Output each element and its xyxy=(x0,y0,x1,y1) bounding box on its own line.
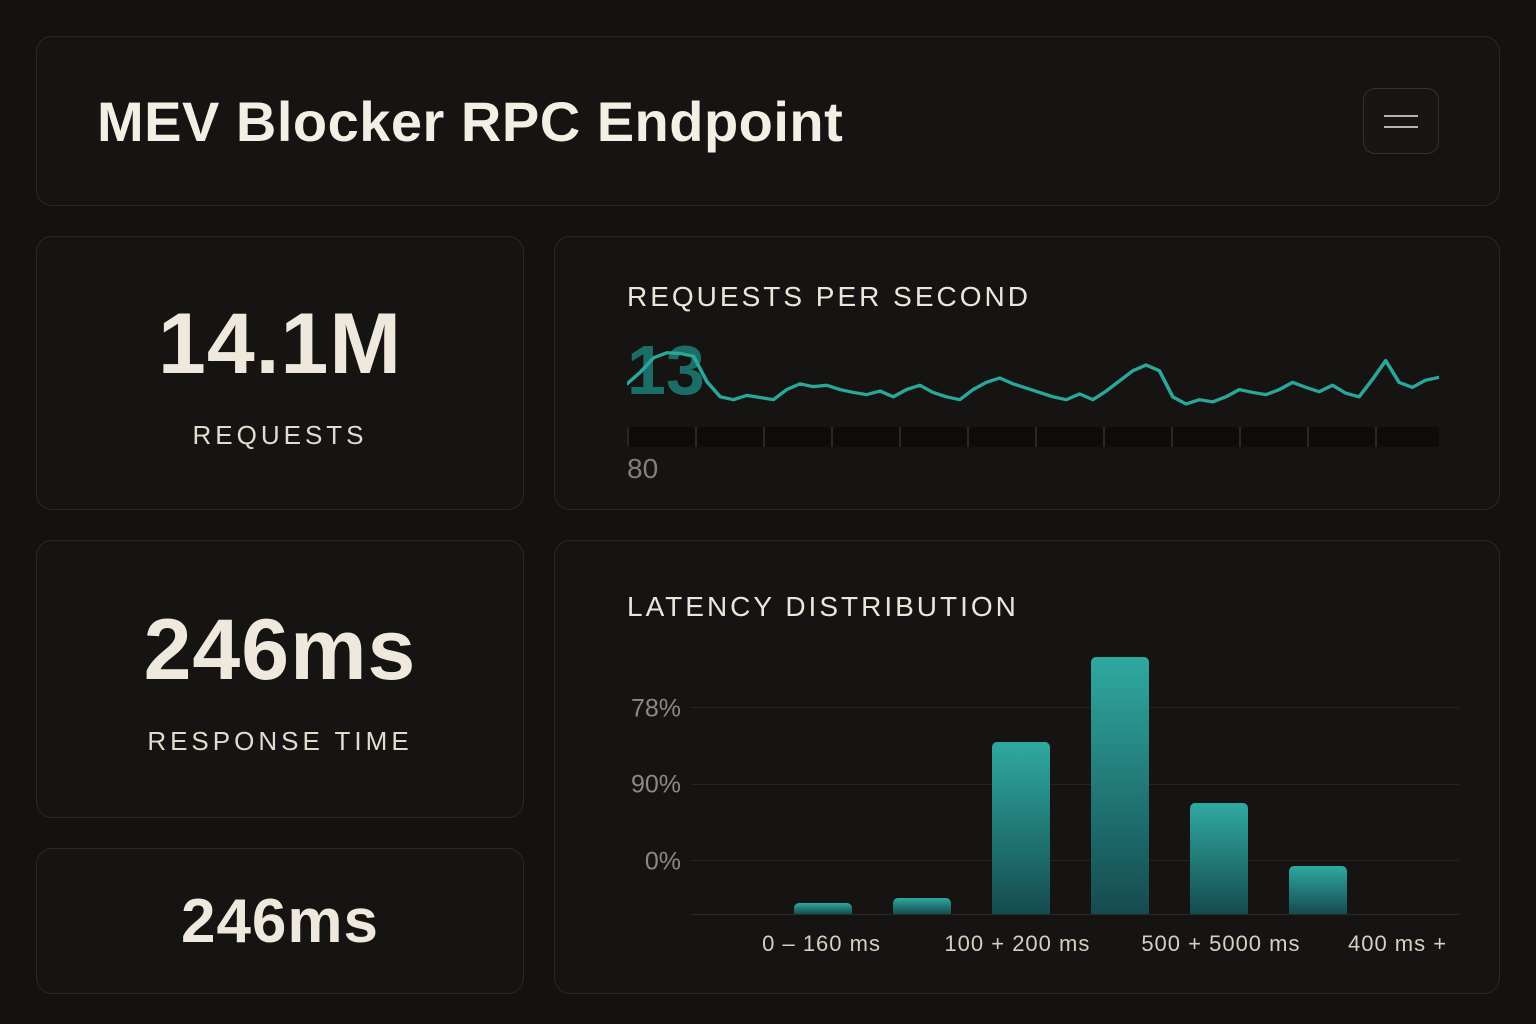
rps-line-chart: 13 xyxy=(627,331,1439,425)
latency-bar xyxy=(1289,866,1347,914)
latency-bar-chart: 78% 90% 0% xyxy=(627,649,1459,915)
x-category-label: 400 ms + xyxy=(1347,931,1448,956)
gridline xyxy=(691,783,1459,785)
latency-bar xyxy=(892,898,951,914)
bottom-stat-value: 246ms xyxy=(180,886,380,956)
stat-card-requests: 14.1M REQUESTS xyxy=(36,236,524,510)
requests-value: 14.1M xyxy=(157,296,403,392)
rps-axis-label: 80 xyxy=(627,453,659,484)
x-category-label: 0 – 160 ms xyxy=(762,931,881,956)
rps-chart-title: REQUESTS PER SECOND xyxy=(627,281,1031,312)
x-category-label: 100 + 200 ms xyxy=(944,931,1091,956)
page-title: MEV Blocker RPC Endpoint xyxy=(97,89,844,153)
requests-per-second-card: REQUESTS PER SECOND 13 80 xyxy=(554,236,1500,510)
rps-current-value: 13 xyxy=(627,331,705,409)
response-time-value: 246ms xyxy=(143,602,417,698)
gridline xyxy=(691,860,1459,861)
latency-x-labels: 0 – 160 ms 100 + 200 ms 500 + 5000 ms 400 m… xyxy=(691,915,1459,963)
requests-label: REQUESTS xyxy=(192,420,368,450)
gridline xyxy=(691,707,1459,709)
menu-button[interactable] xyxy=(1363,88,1439,154)
latency-y-axis: 78% 90% 0% xyxy=(627,649,691,915)
latency-distribution-card: LATENCY DISTRIBUTION 78% 90% 0% 0 – 160 ms… xyxy=(554,540,1500,994)
latency-bar-plot xyxy=(691,649,1459,915)
stat-card-response-time: 246ms RESPONSE TIME xyxy=(36,540,524,818)
latency-bar xyxy=(793,903,852,914)
y-tick-label: 78% xyxy=(630,694,681,723)
latency-bar xyxy=(1091,656,1149,914)
latency-bar xyxy=(1190,802,1248,914)
latency-bar xyxy=(992,741,1050,914)
rps-x-axis-strip xyxy=(627,427,1439,447)
rps-line-svg xyxy=(627,351,1439,406)
rps-line-series xyxy=(627,351,1439,406)
y-tick-label: 0% xyxy=(644,847,681,876)
latency-chart-title: LATENCY DISTRIBUTION xyxy=(627,591,1019,622)
x-category-label: 500 + 5000 ms xyxy=(1141,931,1301,956)
y-tick-label: 90% xyxy=(630,770,681,799)
hamburger-icon xyxy=(1384,114,1418,128)
header-card: MEV Blocker RPC Endpoint xyxy=(36,36,1500,206)
stat-card-bottom: 246ms xyxy=(36,848,524,994)
response-time-label: RESPONSE TIME xyxy=(147,726,413,756)
